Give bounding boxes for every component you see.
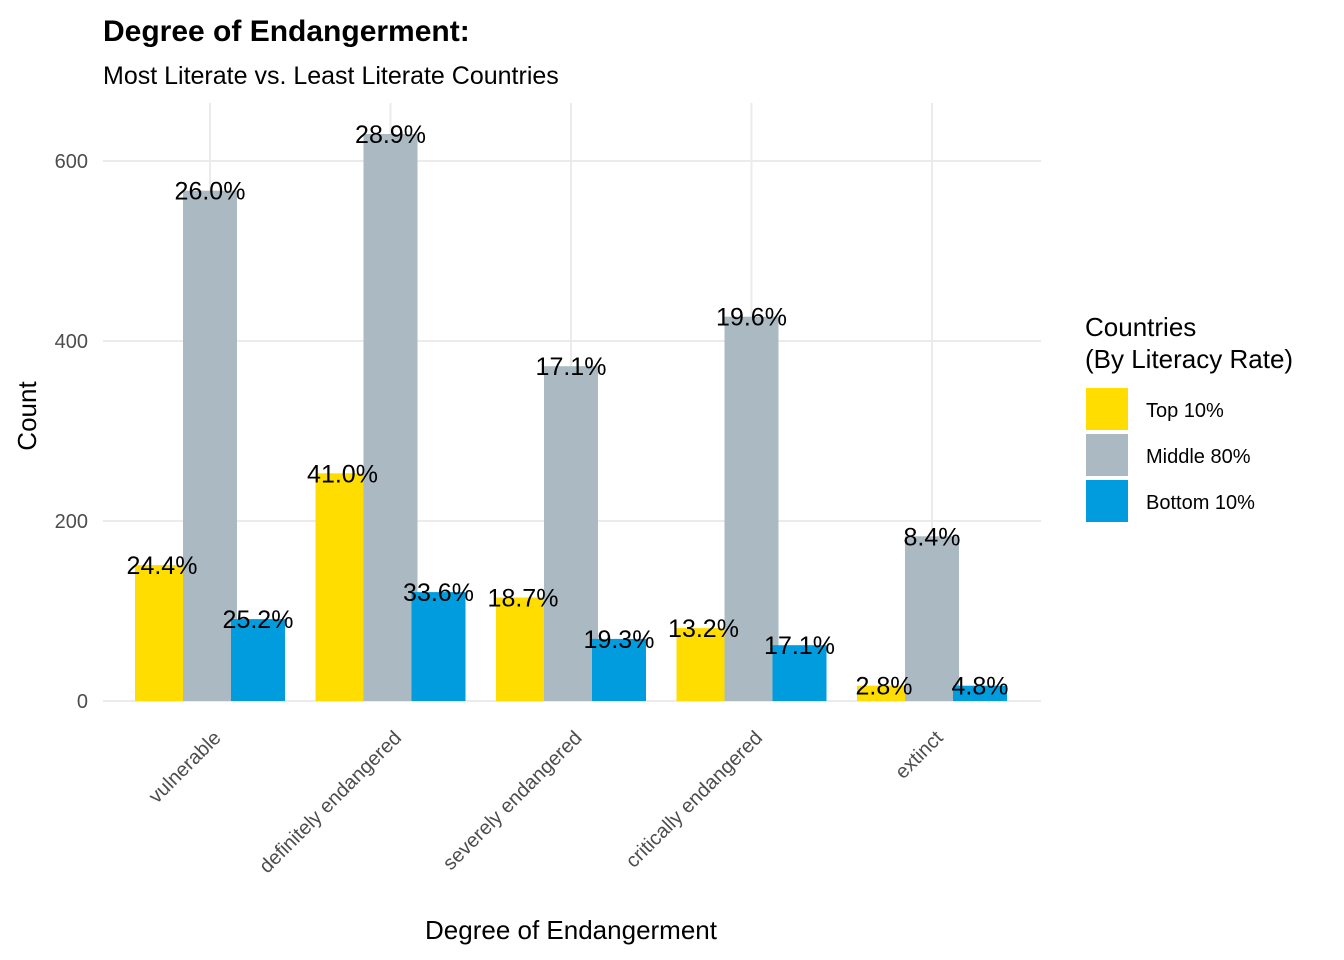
- y-axis-ticks: 0 200 400 600: [55, 151, 88, 713]
- legend-label: Top 10%: [1146, 400, 1224, 422]
- bar-value-label: 2.8%: [856, 673, 913, 701]
- bar-value-label: 25.2%: [223, 606, 294, 634]
- y-tick-label: 600: [55, 151, 88, 173]
- x-axis-title: Degree of Endangerment: [425, 915, 718, 945]
- x-tick-label: extinct: [891, 727, 948, 784]
- bar: [496, 597, 550, 701]
- bar-value-label: 19.3%: [584, 626, 655, 654]
- x-tick-label: severely endangered: [439, 727, 587, 875]
- bar-value-label: 26.0%: [175, 178, 246, 206]
- bar-value-label: 17.1%: [764, 632, 835, 660]
- bar: [315, 473, 370, 701]
- bar: [544, 366, 598, 701]
- legend-label: Bottom 10%: [1146, 492, 1255, 514]
- legend-swatch: [1086, 388, 1128, 430]
- bar-labels: 24.4% 26.0% 25.2% 41.0% 28.9% 33.6% 18.7% 17.1%…: [127, 121, 1009, 701]
- bar: [724, 316, 779, 701]
- legend: Countries (By Literacy Rate) Top 10% Midd…: [1085, 312, 1293, 522]
- bar-value-label: 4.8%: [952, 673, 1009, 701]
- legend-swatch: [1086, 480, 1128, 522]
- bar: [953, 685, 1007, 701]
- bar-value-label: 33.6%: [403, 579, 474, 607]
- bar: [135, 565, 189, 701]
- bar: [231, 619, 285, 701]
- bar-value-label: 13.2%: [668, 615, 739, 643]
- bar-value-label: 8.4%: [904, 523, 961, 551]
- bar-value-label: 24.4%: [127, 552, 198, 580]
- bar-value-label: 28.9%: [355, 121, 426, 149]
- bar: [363, 134, 418, 701]
- bar: [592, 638, 646, 701]
- x-tick-label: critically endangered: [622, 727, 767, 872]
- bar: [183, 190, 237, 701]
- y-tick-label: 0: [77, 691, 88, 713]
- y-axis-title: Count: [12, 381, 42, 451]
- bar: [411, 592, 466, 701]
- bar: [772, 645, 827, 701]
- legend-title-line-1: Countries: [1085, 312, 1196, 342]
- bar-value-label: 17.1%: [536, 353, 607, 381]
- bar: [857, 685, 911, 701]
- x-tick-label: definitely endangered: [255, 727, 406, 878]
- y-tick-label: 400: [55, 331, 88, 353]
- chart-subtitle: Most Literate vs. Least Literate Countri…: [103, 62, 559, 90]
- y-tick-label: 200: [55, 511, 88, 533]
- bar-value-label: 41.0%: [307, 460, 378, 488]
- bar: [905, 536, 959, 701]
- bars: [135, 134, 1007, 701]
- bar-value-label: 18.7%: [488, 585, 559, 613]
- chart-title: Degree of Endangerment:: [103, 15, 470, 48]
- x-axis-ticks: vulnerable definitely endangered severely …: [145, 727, 948, 878]
- legend-title-line-2: (By Literacy Rate): [1085, 344, 1293, 374]
- legend-label: Middle 80%: [1146, 446, 1251, 468]
- bar-value-label: 19.6%: [716, 304, 787, 332]
- legend-swatch: [1086, 434, 1128, 476]
- bar: [676, 628, 731, 701]
- x-tick-label: vulnerable: [145, 727, 226, 808]
